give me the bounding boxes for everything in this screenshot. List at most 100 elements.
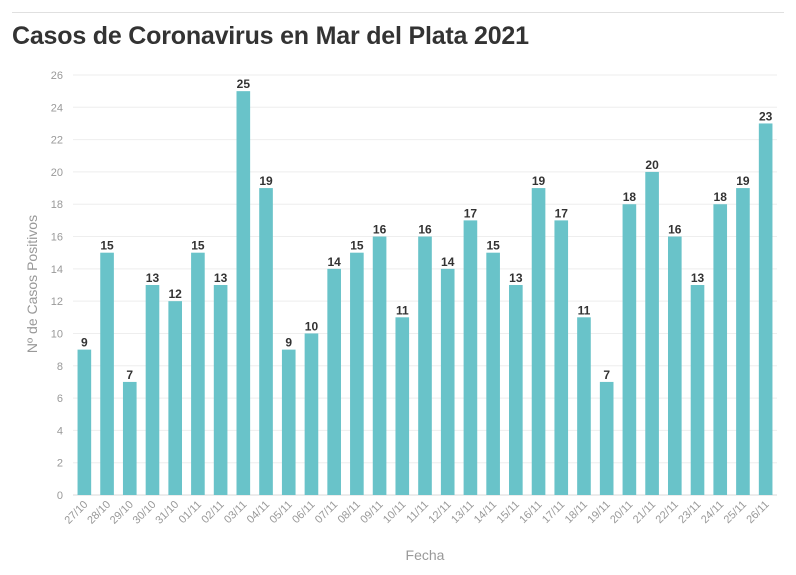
bar xyxy=(395,317,410,495)
bar xyxy=(77,349,92,495)
y-tick-label: 0 xyxy=(57,490,63,502)
x-tick-label: 19/11 xyxy=(585,499,612,526)
x-tick-label: 11/11 xyxy=(404,499,431,526)
y-tick-label: 6 xyxy=(57,393,63,405)
data-label: 15 xyxy=(486,239,500,253)
x-tick-label: 16/11 xyxy=(517,499,544,526)
x-tick-label: 22/11 xyxy=(654,499,681,526)
bar xyxy=(259,188,273,496)
x-tick-label: 14/11 xyxy=(472,499,499,526)
gridlines xyxy=(73,74,777,496)
top-divider xyxy=(12,12,784,13)
bar xyxy=(145,285,160,495)
bar xyxy=(599,381,614,495)
data-label: 13 xyxy=(214,271,228,285)
x-tick-label: 31/10 xyxy=(153,499,181,527)
x-tick-label: 17/11 xyxy=(540,499,567,526)
bar xyxy=(713,204,728,495)
data-label: 9 xyxy=(285,336,292,350)
x-tick-label: 01/11 xyxy=(177,499,204,526)
x-tick-label: 07/11 xyxy=(313,499,340,526)
bar xyxy=(622,204,637,495)
x-tick-label: 20/11 xyxy=(608,499,635,526)
data-label: 13 xyxy=(146,271,160,285)
x-tick-label: 29/10 xyxy=(108,499,136,527)
data-label: 16 xyxy=(668,223,682,237)
bar xyxy=(758,123,773,495)
data-label: 16 xyxy=(373,223,387,237)
data-label: 11 xyxy=(578,303,591,317)
bar xyxy=(736,188,750,496)
y-tick-label: 22 xyxy=(51,135,63,147)
x-tick-label: 23/11 xyxy=(676,499,703,526)
x-tick-label: 24/11 xyxy=(699,499,726,526)
x-tick-label: 25/11 xyxy=(722,499,749,526)
x-tick-label: 13/11 xyxy=(449,499,476,526)
bar xyxy=(690,285,705,495)
y-tick-label: 16 xyxy=(51,232,63,244)
data-label: 19 xyxy=(259,174,273,188)
bar xyxy=(372,236,387,496)
data-label: 14 xyxy=(441,255,455,269)
data-label: 15 xyxy=(191,239,205,253)
data-label: 9 xyxy=(81,336,88,350)
bar xyxy=(463,220,478,495)
x-tick-label: 21/11 xyxy=(631,499,658,526)
x-tick-label: 05/11 xyxy=(267,499,294,526)
x-tick-label: 18/11 xyxy=(563,499,590,526)
data-label: 18 xyxy=(623,190,637,204)
bar xyxy=(168,301,183,495)
data-label: 7 xyxy=(603,368,610,382)
y-tick-label: 8 xyxy=(57,361,63,373)
data-label: 20 xyxy=(645,158,659,172)
bar xyxy=(554,220,569,495)
x-tick-label: 08/11 xyxy=(336,499,363,526)
bar xyxy=(304,333,319,495)
data-label: 17 xyxy=(464,206,478,220)
x-tick-label: 04/11 xyxy=(245,499,272,526)
data-label: 19 xyxy=(736,174,750,188)
y-tick-label: 26 xyxy=(51,70,63,82)
bar xyxy=(509,285,523,495)
data-label: 15 xyxy=(100,239,114,253)
bar xyxy=(531,188,546,496)
x-tick-label: 15/11 xyxy=(495,499,522,526)
x-axis-title: Fecha xyxy=(406,547,445,563)
data-label: 17 xyxy=(555,206,569,220)
bar xyxy=(327,268,341,495)
bar xyxy=(191,252,205,495)
data-label: 23 xyxy=(759,109,773,123)
bar xyxy=(486,252,500,495)
bar xyxy=(350,252,364,495)
bar xyxy=(236,91,251,496)
data-label: 11 xyxy=(396,303,409,317)
bar xyxy=(667,236,682,496)
bar xyxy=(122,381,137,495)
y-tick-label: 24 xyxy=(51,102,63,114)
data-labels: 9 15 7 13 12 15 13 25 19 9 10 14 15 16 11 16 14 17 15 13 19 1… xyxy=(81,77,773,382)
x-tick-label: 02/11 xyxy=(199,499,226,526)
y-tick-label: 12 xyxy=(51,296,63,308)
data-label: 14 xyxy=(327,255,341,269)
bar xyxy=(418,236,432,496)
x-tick-label: 27/10 xyxy=(63,499,91,527)
x-tick-label: 10/11 xyxy=(381,499,408,526)
chart-title: Casos de Coronavirus en Mar del Plata 20… xyxy=(12,22,529,50)
bars xyxy=(77,91,773,496)
data-label: 7 xyxy=(126,368,133,382)
data-label: 15 xyxy=(350,239,364,253)
data-label: 25 xyxy=(237,77,251,91)
data-label: 10 xyxy=(305,319,319,333)
y-axis-title: Nº de Casos Positivos xyxy=(24,215,40,353)
bar xyxy=(645,171,659,495)
x-axis-ticks: 27/1028/1029/1030/1031/1001/1102/1103/11… xyxy=(63,499,772,527)
data-label: 16 xyxy=(418,223,432,237)
x-tick-label: 30/10 xyxy=(131,499,159,527)
x-tick-label: 26/11 xyxy=(744,499,771,526)
y-tick-label: 10 xyxy=(51,328,63,340)
x-tick-label: 03/11 xyxy=(222,499,249,526)
data-label: 12 xyxy=(169,287,183,301)
bar xyxy=(100,252,114,495)
